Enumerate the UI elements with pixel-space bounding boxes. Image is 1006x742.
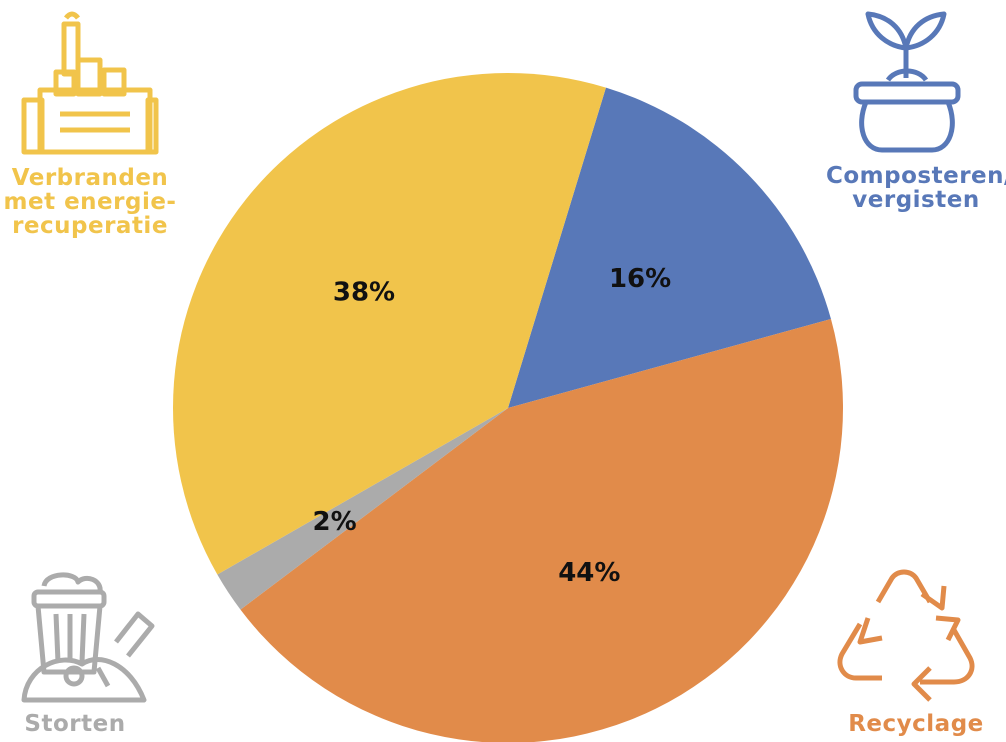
recycle-icon xyxy=(837,569,975,702)
pie-slice-3 xyxy=(217,408,508,610)
percent-label-4: 38% xyxy=(333,278,395,308)
pie-slice-2 xyxy=(240,319,843,742)
label-recyclage: Recyclage xyxy=(848,711,984,737)
percent-label-1: 16% xyxy=(609,264,671,294)
label-verbranden: Verbranden met energie- recuperatie xyxy=(3,165,177,239)
factory-icon xyxy=(21,11,159,155)
percent-labels: 16% 44% 2% 38% xyxy=(313,264,672,588)
label-storten: Storten xyxy=(24,711,126,737)
pie-slices xyxy=(173,73,843,742)
label-composteren: Composteren/ vergisten xyxy=(826,163,1006,213)
trash-bin-icon xyxy=(21,572,155,703)
pie-slice-1 xyxy=(508,87,831,408)
percent-label-3: 2% xyxy=(313,507,357,537)
plant-pot-icon xyxy=(853,11,961,153)
percent-label-2: 44% xyxy=(558,558,620,588)
pie-slice-4 xyxy=(173,73,606,575)
